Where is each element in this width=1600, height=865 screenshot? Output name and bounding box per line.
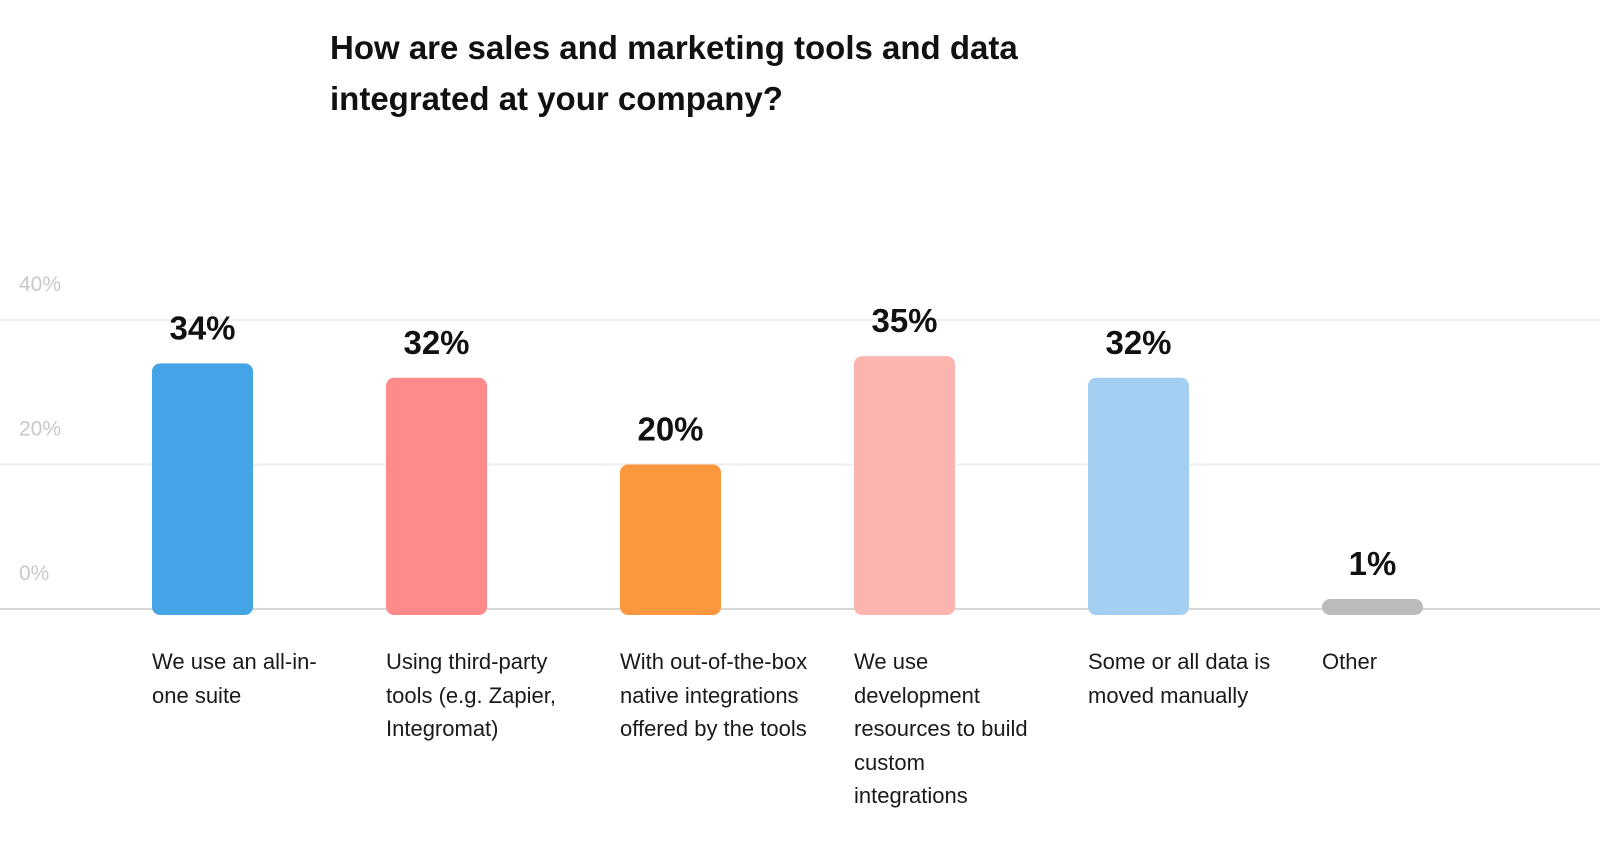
y-tick-label: 20% — [19, 418, 61, 441]
bar-layer — [152, 356, 1423, 615]
data-label: 1% — [1349, 545, 1397, 582]
bar — [620, 464, 721, 615]
data-label: 34% — [169, 309, 235, 346]
bar — [1088, 377, 1189, 615]
chart-title: How are sales and marketing tools and da… — [330, 29, 1018, 117]
x-category-label: Using third-party tools (e.g. Zapier, In… — [386, 649, 556, 741]
y-tick-label: 40% — [19, 273, 61, 296]
x-category-label: We use development resources to build cu… — [854, 649, 1028, 808]
data-label: 35% — [871, 302, 937, 339]
bar — [854, 356, 955, 615]
grid-layer: 0% 20% 40% — [0, 273, 1600, 610]
y-tick-label: 0% — [19, 562, 49, 585]
data-label-layer: 34% 32% 20% 35% 32% 1% — [169, 302, 1396, 582]
data-label: 32% — [403, 324, 469, 361]
bar — [386, 377, 487, 615]
x-category-label: We use an all-in-one suite — [152, 649, 317, 708]
bar — [1322, 599, 1423, 615]
x-category-label: Some or all data is moved manually — [1088, 649, 1271, 708]
data-label: 32% — [1105, 324, 1171, 361]
bar — [152, 363, 253, 615]
data-label: 20% — [637, 411, 703, 448]
x-category-label: With out-of-the-box native integrations … — [620, 649, 808, 741]
x-category-label: Other — [1322, 649, 1378, 674]
